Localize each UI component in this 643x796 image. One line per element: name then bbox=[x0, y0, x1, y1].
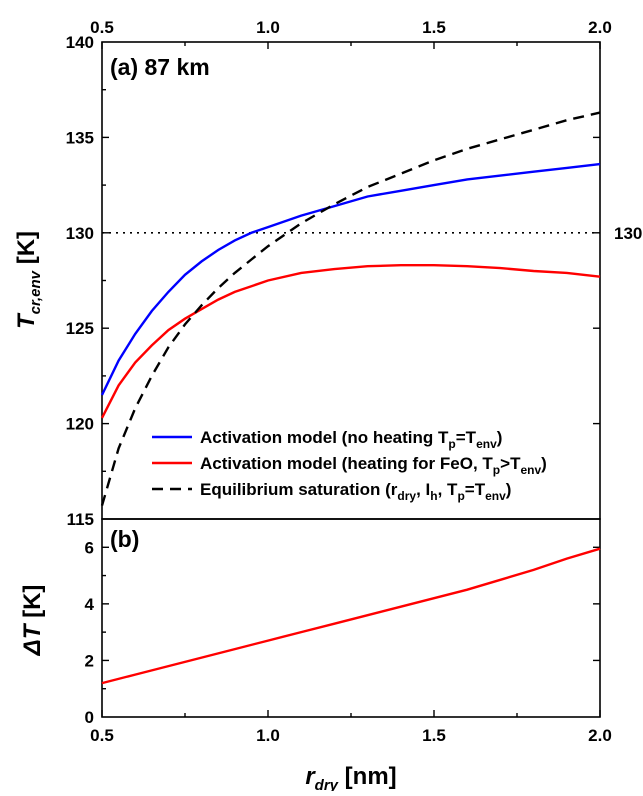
legend: Activation model (no heating Tp=Tenv) Act… bbox=[152, 428, 547, 503]
panel-a-y-tick-label: 130 bbox=[66, 224, 94, 243]
panel-a-y-tick-label: 125 bbox=[66, 319, 94, 338]
reference-line-label: 130 bbox=[614, 224, 642, 243]
panel-b-label: (b) bbox=[110, 526, 139, 552]
x-tick-label: 0.5 bbox=[90, 726, 114, 745]
panel-a-top-x-ticks: 0.5 1.0 1.5 2.0 bbox=[90, 18, 612, 49]
x-tick-label: 1.0 bbox=[256, 726, 280, 745]
panel-a-y-ticks: 115 120 125 130 135 140 bbox=[66, 33, 600, 529]
legend-entry-1: Activation model (heating for FeO, Tp>Te… bbox=[200, 454, 547, 477]
panel-a-y-tick-label: 140 bbox=[66, 33, 94, 52]
panel-b-series-0-line bbox=[101, 547, 601, 685]
x-tick-label: 2.0 bbox=[588, 726, 612, 745]
panel-b: (b) 0 2 4 6 0.5 1.0 1.5 2.0 ΔT [K] rdry [nm] bbox=[19, 42, 612, 794]
panel-b-y-tick-label: 0 bbox=[85, 708, 94, 727]
panel-b-y-axis-title: ΔT [K] bbox=[19, 585, 46, 657]
panel-b-series bbox=[101, 547, 601, 685]
panel-a-top-x-tick-label: 1.0 bbox=[256, 18, 280, 37]
panel-a-top-x-tick-label: 1.5 bbox=[422, 18, 446, 37]
panel-a-label: (a) 87 km bbox=[110, 54, 210, 80]
x-tick-label: 1.5 bbox=[422, 726, 446, 745]
panel-a-series bbox=[100, 111, 601, 506]
panel-a-frame bbox=[101, 41, 601, 520]
x-axis-title: rdry [nm] bbox=[305, 763, 396, 791]
panel-a-series-0-line bbox=[100, 162, 601, 396]
panel-b-y-ticks: 0 2 4 6 bbox=[85, 538, 600, 727]
panel-b-y-tick-label: 2 bbox=[85, 651, 94, 670]
panel-a-top-x-tick-label: 2.0 bbox=[588, 18, 612, 37]
panel-b-frame bbox=[101, 518, 601, 718]
legend-entry-2: Equilibrium saturation (rdry, Ih, Tp=Ten… bbox=[200, 480, 511, 503]
legend-entry-0: Activation model (no heating Tp=Tenv) bbox=[200, 428, 502, 451]
panel-b-y-tick-label: 6 bbox=[85, 538, 94, 557]
panel-b-x-ticks: 0.5 1.0 1.5 2.0 bbox=[90, 42, 612, 745]
panel-b-y-tick-label: 4 bbox=[85, 595, 95, 614]
panel-a-y-axis-title: Tcr,env [K] bbox=[13, 231, 44, 329]
panel-a-y-tick-label: 120 bbox=[66, 415, 94, 434]
panel-a-y-tick-label: 115 bbox=[67, 510, 94, 529]
panel-a-top-x-tick-label: 0.5 bbox=[90, 18, 114, 37]
panel-a-series-1-line bbox=[100, 264, 601, 419]
panel-a-series-2-line bbox=[100, 111, 601, 506]
panel-a-y-tick-label: 135 bbox=[66, 128, 94, 147]
